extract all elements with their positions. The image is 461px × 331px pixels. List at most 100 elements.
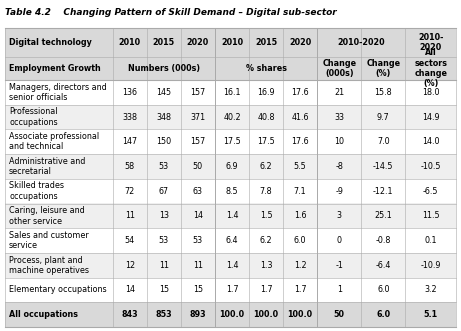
Text: 53: 53 <box>159 162 169 171</box>
Bar <box>5 204 456 228</box>
Text: 338: 338 <box>122 113 137 121</box>
Text: 1.3: 1.3 <box>260 261 272 270</box>
Text: Numbers (000s): Numbers (000s) <box>128 64 200 73</box>
Text: -14.5: -14.5 <box>373 162 394 171</box>
Text: All
sectors
change
(%): All sectors change (%) <box>414 48 447 88</box>
Text: 6.9: 6.9 <box>226 162 238 171</box>
Text: 33: 33 <box>334 113 344 121</box>
Text: 843: 843 <box>121 310 138 319</box>
Text: 1.7: 1.7 <box>226 285 238 295</box>
Text: 2010-2020: 2010-2020 <box>337 38 385 47</box>
Text: 3.2: 3.2 <box>425 285 437 295</box>
Text: 7.8: 7.8 <box>260 187 272 196</box>
Text: 2015: 2015 <box>255 38 277 47</box>
Text: 16.1: 16.1 <box>223 88 241 97</box>
Text: 2010-
2020: 2010- 2020 <box>418 32 443 52</box>
Text: 157: 157 <box>190 88 206 97</box>
Text: 53: 53 <box>159 236 169 245</box>
Text: 147: 147 <box>122 137 137 146</box>
Text: 14.0: 14.0 <box>422 137 439 146</box>
Text: 348: 348 <box>156 113 171 121</box>
Bar <box>5 154 456 179</box>
Text: 12: 12 <box>125 261 135 270</box>
Text: 2020: 2020 <box>289 38 311 47</box>
Text: -1: -1 <box>335 261 343 270</box>
Text: 50: 50 <box>193 162 203 171</box>
Text: Sales and customer
service: Sales and customer service <box>9 231 89 250</box>
Text: 1.6: 1.6 <box>294 212 307 220</box>
Text: Managers, directors and
senior officials: Managers, directors and senior officials <box>9 83 107 102</box>
Text: 21: 21 <box>334 88 344 97</box>
Text: -10.5: -10.5 <box>420 162 441 171</box>
Text: Skilled trades
occupations: Skilled trades occupations <box>9 181 64 201</box>
Bar <box>5 253 456 278</box>
Text: 1: 1 <box>337 285 342 295</box>
Bar <box>5 105 456 129</box>
Bar <box>5 28 456 80</box>
Text: 6.4: 6.4 <box>226 236 238 245</box>
Text: 11: 11 <box>159 261 169 270</box>
Text: 1.5: 1.5 <box>260 212 272 220</box>
Text: Associate professional
and technical: Associate professional and technical <box>9 132 99 152</box>
Text: 17.6: 17.6 <box>291 137 309 146</box>
Text: Table 4.2    Changing Pattern of Skill Demand – Digital sub-sector: Table 4.2 Changing Pattern of Skill Dema… <box>5 8 337 17</box>
Text: 853: 853 <box>155 310 172 319</box>
Text: 53: 53 <box>193 236 203 245</box>
Text: 6.0: 6.0 <box>377 285 390 295</box>
Text: 2015: 2015 <box>153 38 175 47</box>
Text: 11.5: 11.5 <box>422 212 439 220</box>
Text: 7.1: 7.1 <box>294 187 307 196</box>
Text: 17.5: 17.5 <box>223 137 241 146</box>
Text: 6.2: 6.2 <box>260 236 272 245</box>
Text: 17.6: 17.6 <box>291 88 309 97</box>
Bar <box>5 129 456 154</box>
Text: Elementary occupations: Elementary occupations <box>9 285 106 295</box>
Text: 1.7: 1.7 <box>260 285 272 295</box>
Text: 3: 3 <box>337 212 342 220</box>
Text: 13: 13 <box>159 212 169 220</box>
Text: 18.0: 18.0 <box>422 88 439 97</box>
Text: 15: 15 <box>159 285 169 295</box>
Text: 150: 150 <box>156 137 171 146</box>
Text: 25.1: 25.1 <box>374 212 392 220</box>
Text: 9.7: 9.7 <box>377 113 390 121</box>
Text: 72: 72 <box>124 187 135 196</box>
Text: 5.1: 5.1 <box>424 310 438 319</box>
Text: 1.2: 1.2 <box>294 261 307 270</box>
Text: 17.5: 17.5 <box>257 137 275 146</box>
Text: -8: -8 <box>335 162 343 171</box>
Text: Administrative and
secretarial: Administrative and secretarial <box>9 157 85 176</box>
Text: 40.2: 40.2 <box>223 113 241 121</box>
Text: 5.5: 5.5 <box>294 162 307 171</box>
Text: 2010: 2010 <box>221 38 243 47</box>
Text: 14.9: 14.9 <box>422 113 439 121</box>
Text: Process, plant and
machine operatives: Process, plant and machine operatives <box>9 256 89 275</box>
Text: 15.8: 15.8 <box>374 88 392 97</box>
Text: 0: 0 <box>337 236 342 245</box>
Bar <box>5 302 456 327</box>
Text: 11: 11 <box>193 261 203 270</box>
Text: 145: 145 <box>156 88 171 97</box>
Text: 1.4: 1.4 <box>226 212 238 220</box>
Text: All occupations: All occupations <box>9 310 78 319</box>
Text: 63: 63 <box>193 187 203 196</box>
Text: 67: 67 <box>159 187 169 196</box>
Text: 40.8: 40.8 <box>257 113 275 121</box>
Bar <box>5 278 456 302</box>
Text: 2010: 2010 <box>119 38 141 47</box>
Text: 1.7: 1.7 <box>294 285 307 295</box>
Text: 50: 50 <box>334 310 345 319</box>
Text: 2020: 2020 <box>187 38 209 47</box>
Text: 100.0: 100.0 <box>219 310 245 319</box>
Text: -6.4: -6.4 <box>376 261 391 270</box>
Text: 7.0: 7.0 <box>377 137 390 146</box>
Text: 15: 15 <box>193 285 203 295</box>
Text: -9: -9 <box>335 187 343 196</box>
Text: 136: 136 <box>122 88 137 97</box>
Text: 100.0: 100.0 <box>288 310 313 319</box>
Text: 14: 14 <box>193 212 203 220</box>
Text: Professional
occupations: Professional occupations <box>9 107 58 127</box>
Text: -0.8: -0.8 <box>376 236 391 245</box>
Text: 16.9: 16.9 <box>257 88 275 97</box>
Text: Digital technology: Digital technology <box>9 38 92 47</box>
